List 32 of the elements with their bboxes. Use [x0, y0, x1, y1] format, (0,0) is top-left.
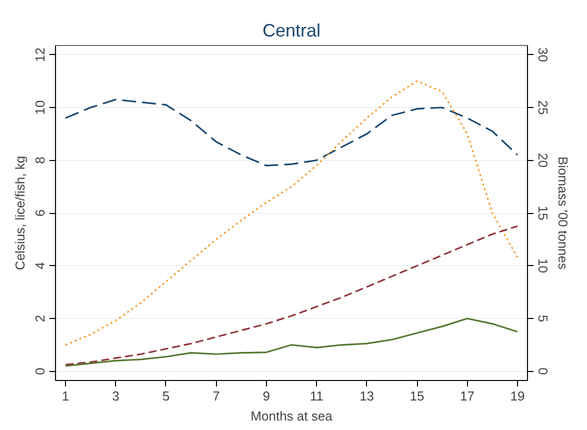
x-tick-label: 19 — [510, 388, 525, 404]
y-tick-label: 6 — [32, 209, 48, 217]
y2-tick-label: 30 — [536, 48, 550, 62]
line-series — [64, 318, 518, 367]
x-tick-label: 9 — [262, 388, 270, 404]
y2-tick-label: 15 — [536, 206, 550, 220]
x-tick-label: 3 — [112, 388, 120, 404]
x-tick-label: 1 — [62, 388, 70, 404]
y2-axis-title: Biomass '00 tonnes — [556, 156, 570, 270]
y-tick-label: 8 — [32, 156, 48, 164]
chart-title: Central — [262, 20, 321, 40]
line-series — [64, 225, 518, 366]
y2-tick-label: 5 — [536, 314, 550, 322]
y2-tick-label: 0 — [536, 368, 550, 375]
x-tick-label: 7 — [212, 388, 220, 404]
x-tick-label: 13 — [360, 388, 374, 404]
x-tick-label: 5 — [162, 388, 170, 404]
line-series — [64, 80, 518, 346]
y-tick-label: 0 — [32, 368, 48, 375]
line-series — [64, 98, 518, 166]
x-axis-title: Months at sea — [250, 408, 334, 424]
y2-tick-label: 25 — [536, 100, 550, 115]
x-tick-label: 15 — [410, 388, 424, 404]
y2-tick-label: 10 — [536, 258, 550, 273]
y-axis-title: Celsius, lice/fish, kg — [12, 156, 28, 270]
y-tick-label: 12 — [32, 47, 48, 62]
y2-tick-label: 20 — [536, 153, 550, 168]
x-tick-label: 17 — [460, 388, 474, 404]
y-tick-label: 10 — [32, 100, 48, 115]
x-tick-label: 11 — [310, 388, 324, 404]
y-tick-label: 2 — [32, 314, 48, 322]
y-tick-label: 4 — [32, 262, 48, 270]
